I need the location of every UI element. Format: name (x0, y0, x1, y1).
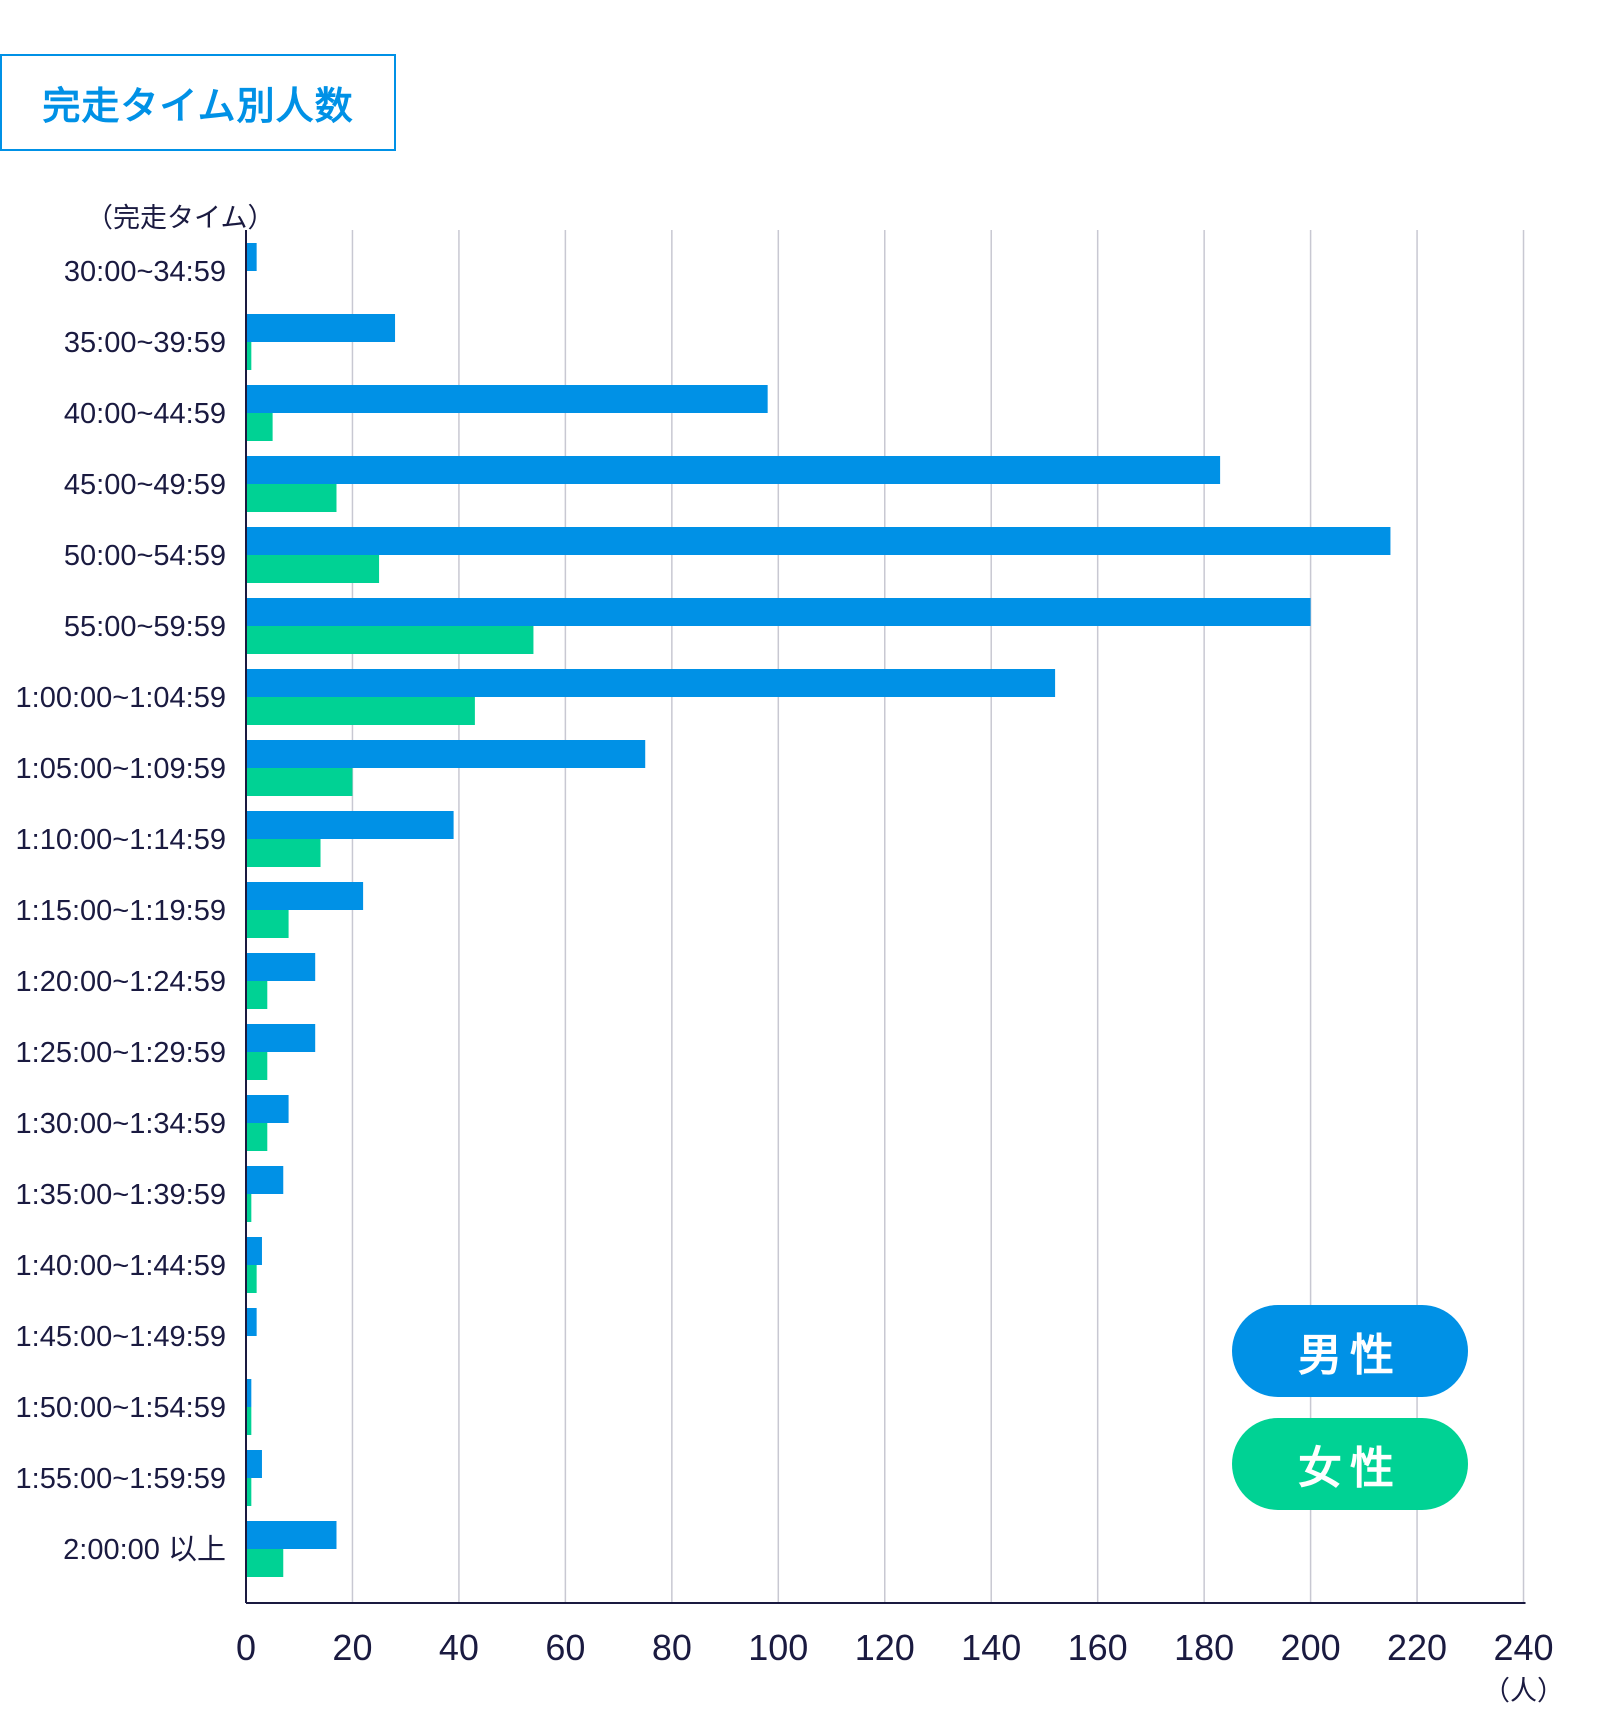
bar-female (246, 484, 337, 512)
chart-title: 完走タイム別人数 (0, 54, 396, 151)
bar-male (246, 1166, 284, 1194)
bar-female (246, 697, 475, 725)
x-tick-label: 220 (1387, 1627, 1447, 1668)
bar-male (246, 1024, 316, 1052)
bars (246, 243, 1391, 1577)
bar-male (246, 1308, 257, 1336)
category-label: 1:35:00~1:39:59 (16, 1179, 226, 1211)
category-label: 55:00~59:59 (64, 611, 226, 643)
bar-male (246, 1095, 289, 1123)
x-tick-label: 140 (961, 1627, 1021, 1668)
x-tick-label: 120 (855, 1627, 915, 1668)
x-tick-label: 100 (748, 1627, 808, 1668)
x-tick-label: 200 (1281, 1627, 1341, 1668)
x-tick-label: 160 (1068, 1627, 1128, 1668)
x-tick-label: 180 (1174, 1627, 1234, 1668)
category-label: 45:00~49:59 (64, 469, 226, 501)
bar-male (246, 882, 364, 910)
bar-male (246, 1237, 262, 1265)
bar-male (246, 1450, 262, 1478)
bar-female (246, 1265, 257, 1293)
x-tick-label: 40 (439, 1627, 479, 1668)
bar-female (246, 1052, 268, 1080)
bar-male (246, 1379, 252, 1407)
bar-female (246, 626, 534, 654)
x-tick-label: 240 (1493, 1627, 1553, 1668)
bar-male (246, 385, 768, 413)
category-label: 1:00:00~1:04:59 (16, 682, 226, 714)
grid-lines (351, 230, 1525, 1603)
x-axis-title: （人） (1483, 1676, 1564, 1706)
x-tick-label: 0 (236, 1627, 256, 1668)
category-label: 1:55:00~1:59:59 (16, 1463, 226, 1495)
bar-male (246, 314, 396, 342)
category-label: 30:00~34:59 (64, 256, 226, 288)
bar-male (246, 456, 1221, 484)
bar-female (246, 1549, 284, 1577)
category-label: 2:00:00 以上 (63, 1534, 226, 1566)
legend-male: 男性 (1232, 1305, 1468, 1397)
category-label: 35:00~39:59 (64, 327, 226, 359)
bar-female (246, 981, 268, 1009)
bar-female (246, 910, 289, 938)
bar-male (246, 1521, 337, 1549)
x-tick-label: 60 (545, 1627, 585, 1668)
bar-female (246, 1123, 268, 1151)
bar-male (246, 598, 1311, 626)
category-label: 1:30:00~1:34:59 (16, 1108, 226, 1140)
category-label: 1:40:00~1:44:59 (16, 1250, 226, 1282)
bar-female (246, 839, 321, 867)
x-tick-label: 80 (652, 1627, 692, 1668)
category-label: 1:15:00~1:19:59 (16, 895, 226, 927)
bar-female (246, 413, 273, 441)
bar-male (246, 740, 646, 768)
category-label: 1:10:00~1:14:59 (16, 824, 226, 856)
bar-female (246, 342, 252, 370)
bar-female (246, 1478, 252, 1506)
x-tick-labels: 0 20 40 60 80 100 120 140 160 180 200 220 240 (236, 1627, 1554, 1668)
bar-male (246, 811, 454, 839)
bar-female (246, 1194, 252, 1222)
x-tick-label: 20 (332, 1627, 372, 1668)
category-label: 50:00~54:59 (64, 540, 226, 572)
category-labels: 30:00~34:59 35:00~39:59 40:00~44:59 45:00~4… (16, 256, 226, 1566)
category-label: 1:45:00~1:49:59 (16, 1321, 226, 1353)
category-label: 1:05:00~1:09:59 (16, 753, 226, 785)
category-label: 1:50:00~1:54:59 (16, 1392, 226, 1424)
bar-male (246, 953, 316, 981)
category-label: 1:20:00~1:24:59 (16, 966, 226, 998)
bar-male (246, 669, 1056, 697)
bar-male (246, 243, 257, 271)
y-axis-title: （完走タイム） (86, 203, 274, 233)
category-label: 40:00~44:59 (64, 398, 226, 430)
legend-female: 女性 (1232, 1418, 1468, 1510)
bar-female (246, 768, 353, 796)
category-label: 1:25:00~1:29:59 (16, 1037, 226, 1069)
bar-male (246, 527, 1391, 555)
bar-female (246, 1407, 252, 1435)
bar-female (246, 555, 380, 583)
